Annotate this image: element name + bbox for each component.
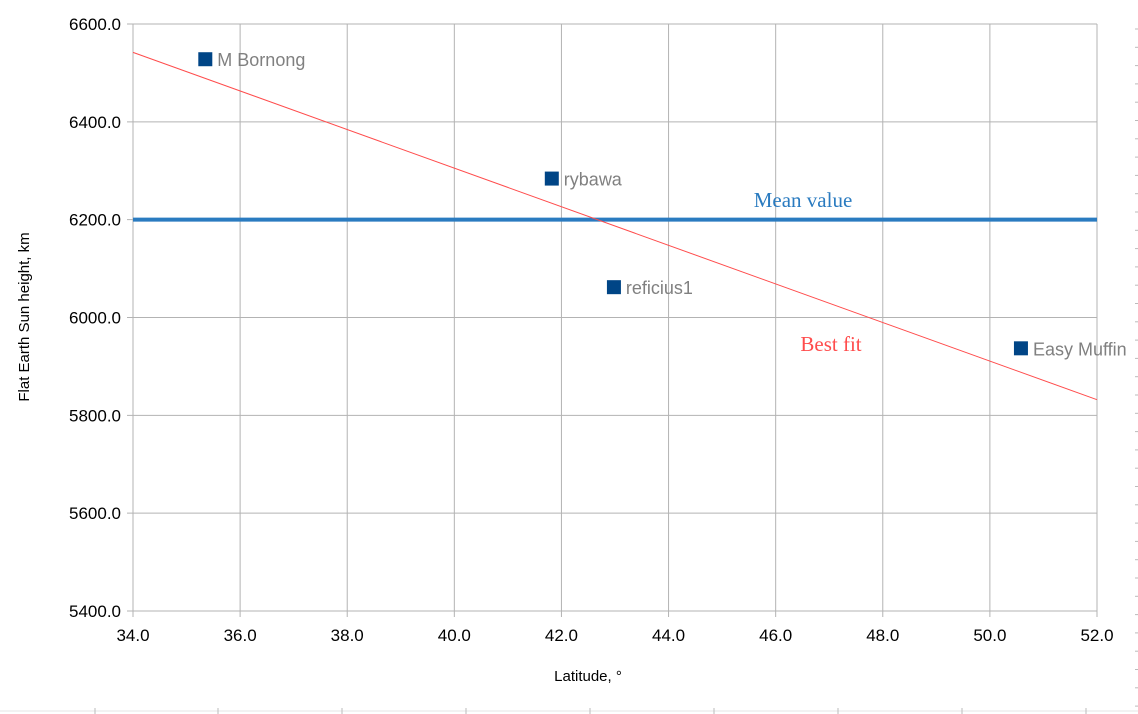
x-tick-label: 44.0 bbox=[652, 626, 685, 645]
x-axis-title: Latitude, ° bbox=[554, 668, 622, 685]
y-tick-label: 5800.0 bbox=[69, 406, 121, 425]
best-fit-label: Best fit bbox=[800, 332, 861, 356]
y-tick-label: 6400.0 bbox=[69, 113, 121, 132]
data-point-label: rybawa bbox=[564, 170, 623, 190]
y-axis-title: Flat Earth Sun height, km bbox=[16, 232, 33, 401]
tick-labels: 34.0 36.0 38.0 40.0 42.0 44.0 46.0 48.0 50.0 52.0… bbox=[69, 15, 1114, 645]
data-point-label: reficius1 bbox=[626, 278, 693, 298]
y-tick-label: 6000.0 bbox=[69, 309, 121, 328]
x-tick-label: 48.0 bbox=[866, 626, 899, 645]
data-point bbox=[198, 52, 213, 67]
x-tick-label: 42.0 bbox=[545, 626, 578, 645]
data-point bbox=[1013, 341, 1028, 356]
x-tick-label: 52.0 bbox=[1080, 626, 1113, 645]
grid bbox=[127, 23, 1098, 617]
x-tick-label: 46.0 bbox=[759, 626, 792, 645]
mean-value-label: Mean value bbox=[754, 188, 853, 212]
x-tick-label: 40.0 bbox=[438, 626, 471, 645]
data-point-label: Easy Muffin bbox=[1033, 339, 1127, 359]
y-tick-label: 6600.0 bbox=[69, 15, 121, 34]
reference-lines bbox=[132, 51, 1098, 401]
best-fit-line bbox=[132, 51, 1098, 401]
data-point bbox=[544, 171, 559, 186]
y-tick-label: 6200.0 bbox=[69, 211, 121, 230]
y-tick-label: 5600.0 bbox=[69, 504, 121, 523]
data-point bbox=[606, 280, 621, 295]
x-tick-label: 36.0 bbox=[224, 626, 257, 645]
x-tick-label: 38.0 bbox=[331, 626, 364, 645]
y-tick-label: 5400.0 bbox=[69, 602, 121, 621]
x-tick-label: 50.0 bbox=[973, 626, 1006, 645]
data-points: M Bornong rybawa reficius1 Easy Muffin bbox=[198, 50, 1127, 359]
data-point-label: M Bornong bbox=[217, 50, 305, 70]
x-tick-label: 34.0 bbox=[116, 626, 149, 645]
